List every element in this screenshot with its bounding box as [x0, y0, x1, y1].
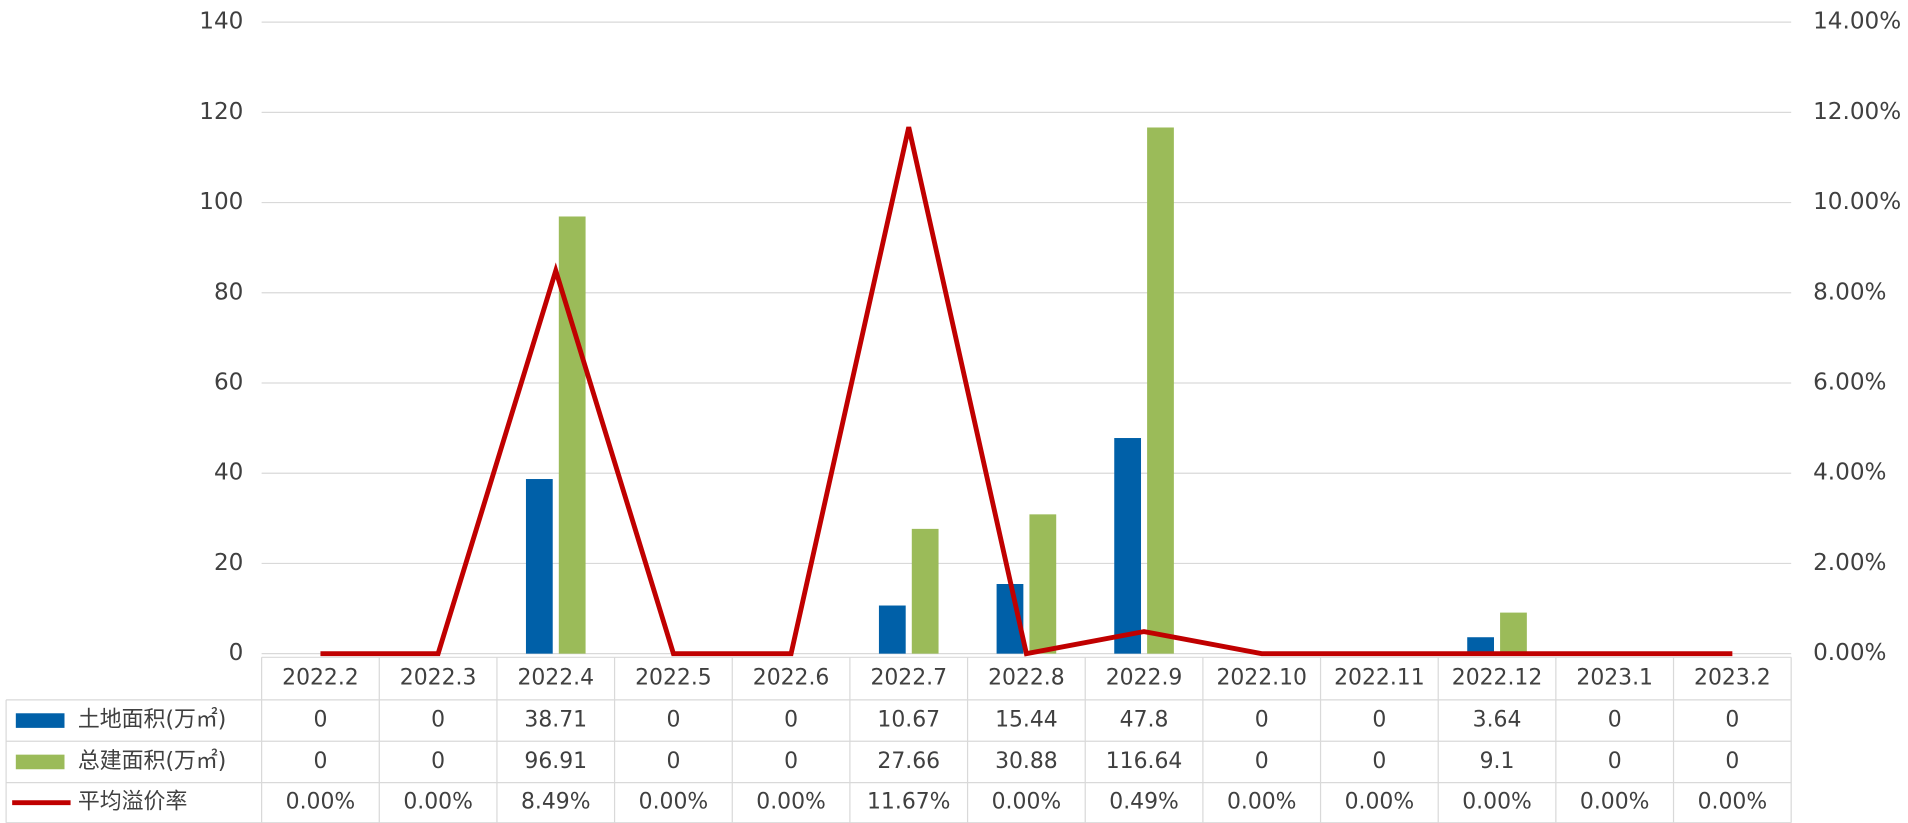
- y-tick-label: 80: [214, 279, 243, 305]
- x-tick-label: 2022.9: [1106, 666, 1183, 691]
- table-value: 0.49%: [1109, 790, 1179, 815]
- table-value: 0.00%: [403, 790, 473, 815]
- line-series: [320, 126, 1733, 657]
- y2-tick-label: 14.00%: [1813, 9, 1901, 35]
- table-value: 0: [1725, 708, 1739, 733]
- table-value: 0: [666, 708, 680, 733]
- table-value: 0: [431, 749, 445, 774]
- bar: [1500, 612, 1527, 654]
- table-value: 116.64: [1106, 749, 1183, 774]
- x-tick-label: 2023.1: [1576, 666, 1653, 691]
- table-value: 11.67%: [867, 790, 950, 815]
- table-value: 0.00%: [286, 790, 356, 815]
- y2-tick-label: 0.00%: [1813, 640, 1886, 666]
- table-value: 0: [1255, 749, 1269, 774]
- y-tick-label: 40: [214, 460, 243, 486]
- x-tick-label: 2022.2: [282, 666, 359, 691]
- table-value: 47.8: [1120, 708, 1169, 733]
- legend-label: 总建面积(万㎡): [78, 748, 226, 774]
- x-tick-label: 2022.3: [400, 666, 477, 691]
- table-value: 30.88: [995, 749, 1058, 774]
- y-tick-label: 120: [199, 99, 243, 125]
- table-value: 15.44: [995, 708, 1058, 733]
- table-value: 0: [666, 749, 680, 774]
- table-value: 0: [313, 749, 327, 774]
- table-value: 10.67: [877, 708, 940, 733]
- bar: [558, 216, 586, 654]
- table-value: 0: [1372, 708, 1386, 733]
- x-tick-label: 2022.5: [635, 666, 712, 691]
- table-value: 0.00%: [1698, 790, 1768, 815]
- table-value: 0: [1608, 749, 1622, 774]
- y-tick-label: 100: [199, 189, 243, 215]
- x-tick-label: 2022.6: [753, 666, 830, 691]
- y2-tick-label: 2.00%: [1813, 550, 1886, 576]
- y-tick-label: 60: [214, 369, 243, 395]
- table-value: 0: [1725, 749, 1739, 774]
- table-value: 27.66: [877, 749, 940, 774]
- bar: [878, 605, 906, 654]
- table-value: 0.00%: [992, 790, 1062, 815]
- x-tick-label: 2023.2: [1694, 666, 1771, 691]
- bar: [1029, 514, 1057, 654]
- y-tick-label: 140: [199, 9, 243, 35]
- legend-label: 土地面积(万㎡): [78, 707, 226, 733]
- table-value: 0: [1608, 708, 1622, 733]
- legend-label: 平均溢价率: [78, 790, 187, 815]
- x-tick-label: 2022.11: [1334, 666, 1425, 691]
- table-value: 8.49%: [521, 790, 591, 815]
- table-value: 3.64: [1473, 708, 1522, 733]
- bar: [1147, 127, 1174, 654]
- bar: [1114, 438, 1142, 654]
- y2-tick-label: 4.00%: [1813, 460, 1886, 486]
- y-tick-label: 0: [229, 640, 244, 666]
- table-value: 0.00%: [639, 790, 709, 815]
- x-tick-label: 2022.10: [1216, 666, 1307, 691]
- y-tick-label: 20: [214, 550, 243, 576]
- legend-swatch: [15, 754, 65, 770]
- y2-tick-label: 10.00%: [1813, 189, 1901, 215]
- bar: [1467, 637, 1494, 654]
- table-value: 0: [1255, 708, 1269, 733]
- table-value: 0: [784, 749, 798, 774]
- table-value: 38.71: [524, 708, 587, 733]
- x-tick-label: 2022.12: [1452, 666, 1543, 691]
- table-value: 0.00%: [756, 790, 826, 815]
- bar: [525, 479, 553, 654]
- legend-swatch: [15, 713, 65, 728]
- table-value: 0.00%: [1462, 790, 1532, 815]
- x-tick-label: 2022.7: [870, 666, 947, 691]
- table-value: 0: [313, 708, 327, 733]
- table-value: 0: [784, 708, 798, 733]
- table-value: 0: [1372, 749, 1386, 774]
- y2-tick-label: 8.00%: [1813, 279, 1886, 305]
- table-value: 9.1: [1480, 749, 1515, 774]
- table-value: 0.00%: [1227, 790, 1297, 815]
- bar: [911, 528, 939, 654]
- y2-tick-label: 6.00%: [1813, 369, 1886, 395]
- table-value: 0: [431, 708, 445, 733]
- x-tick-label: 2022.4: [517, 666, 594, 691]
- table-value: 0.00%: [1345, 790, 1415, 815]
- table-value: 0.00%: [1580, 790, 1650, 815]
- table-value: 96.91: [524, 749, 587, 774]
- x-tick-label: 2022.8: [988, 666, 1065, 691]
- y2-tick-label: 12.00%: [1813, 99, 1901, 125]
